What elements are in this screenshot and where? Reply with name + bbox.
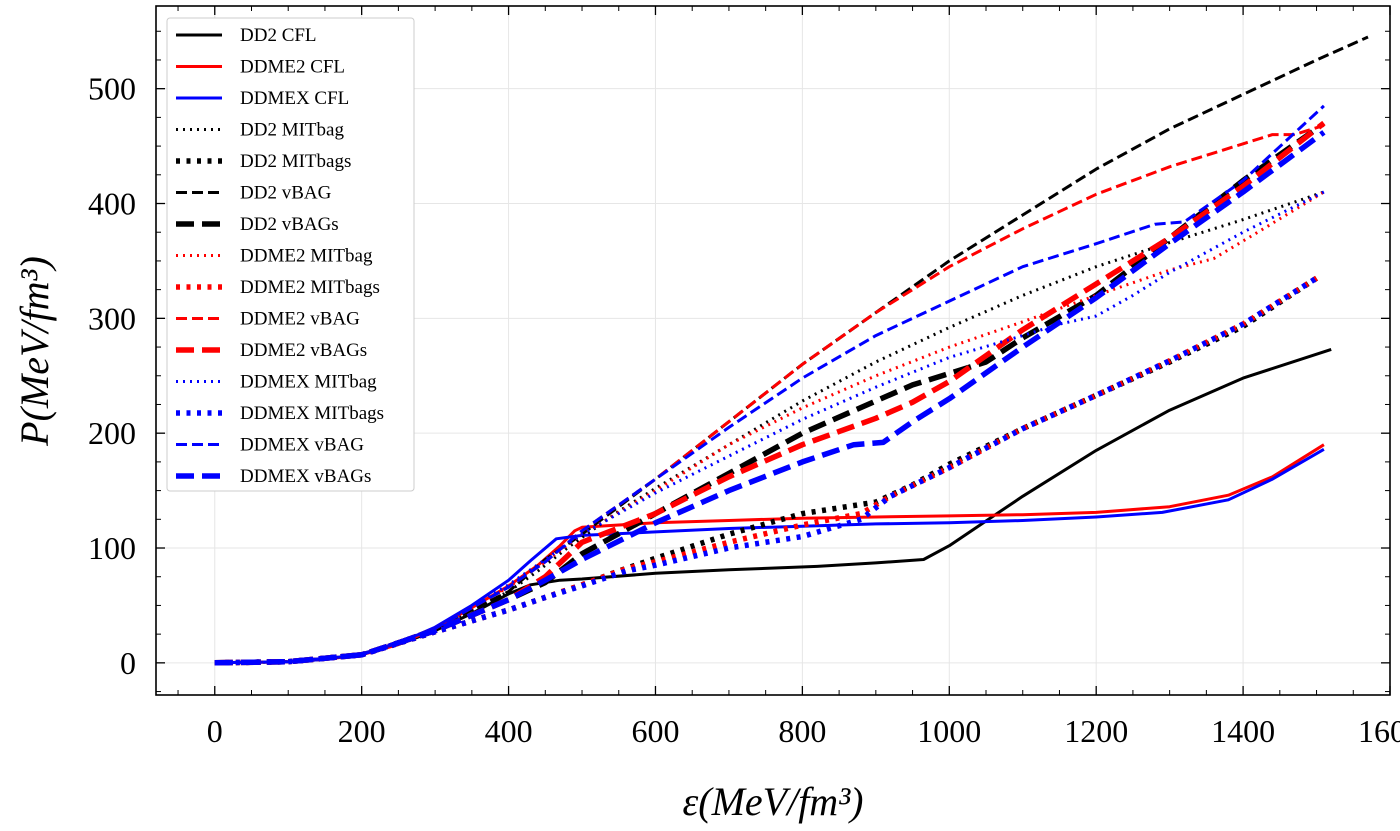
legend-label: DD2 CFL bbox=[240, 25, 317, 46]
x-tick-label: 600 bbox=[631, 713, 679, 749]
legend-label: DDMEX vBAG bbox=[240, 435, 364, 456]
legend-box bbox=[166, 17, 415, 492]
plot-frame bbox=[155, 5, 1391, 696]
legend-label: DDME2 MITbags bbox=[240, 277, 380, 298]
y-tick-label: 300 bbox=[88, 300, 136, 336]
x-axis-label: ε(MeV/fm³) bbox=[682, 779, 863, 824]
legend-label: DDMEX vBAGs bbox=[240, 466, 371, 487]
legend-label: DD2 vBAG bbox=[240, 183, 332, 204]
series-line-4 bbox=[214, 190, 1325, 665]
series-line-15 bbox=[214, 130, 1326, 666]
legend-label: DD2 MITbag bbox=[240, 120, 344, 141]
legend-label: DDMEX MITbag bbox=[240, 372, 377, 393]
legend-label: DDME2 MITbag bbox=[240, 246, 373, 267]
legend-label: DD2 vBAGs bbox=[240, 214, 339, 235]
legend-label: DD2 MITbags bbox=[240, 151, 351, 172]
y-axis-label: P(MeV/fm³) bbox=[12, 256, 57, 447]
legend-label: DDMEX MITbags bbox=[240, 403, 384, 424]
legend-label: DDME2 vBAG bbox=[240, 309, 360, 330]
legend-label: DDME2 CFL bbox=[240, 57, 345, 78]
y-tick-label: 500 bbox=[88, 71, 136, 107]
x-tick-label: 200 bbox=[338, 713, 386, 749]
y-tick-label: 100 bbox=[88, 530, 136, 566]
x-tick-label: 1400 bbox=[1211, 713, 1275, 749]
series-group bbox=[214, 35, 1369, 666]
x-tick-label: 1000 bbox=[917, 713, 981, 749]
x-tick-label: 800 bbox=[778, 713, 826, 749]
legend-label: DDME2 vBAGs bbox=[240, 340, 367, 361]
y-tick-label: 200 bbox=[88, 415, 136, 451]
axis-ticks bbox=[156, 6, 1391, 695]
x-tick-label: 400 bbox=[485, 713, 533, 749]
legend-label: DDMEX CFL bbox=[240, 88, 349, 109]
y-tick-label: 400 bbox=[88, 186, 136, 222]
y-tick-label: 0 bbox=[120, 645, 136, 681]
x-tick-label: 0 bbox=[207, 713, 223, 749]
x-tick-label: 1200 bbox=[1064, 713, 1128, 749]
legend: DD2 CFL DDME2 CFL DDMEX CFL DD2 MITbag DD2 M… bbox=[166, 17, 415, 492]
